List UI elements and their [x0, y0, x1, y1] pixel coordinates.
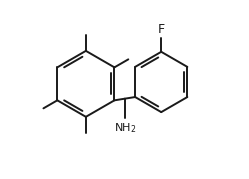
Text: NH$_2$: NH$_2$	[114, 121, 136, 135]
Text: F: F	[158, 23, 165, 36]
